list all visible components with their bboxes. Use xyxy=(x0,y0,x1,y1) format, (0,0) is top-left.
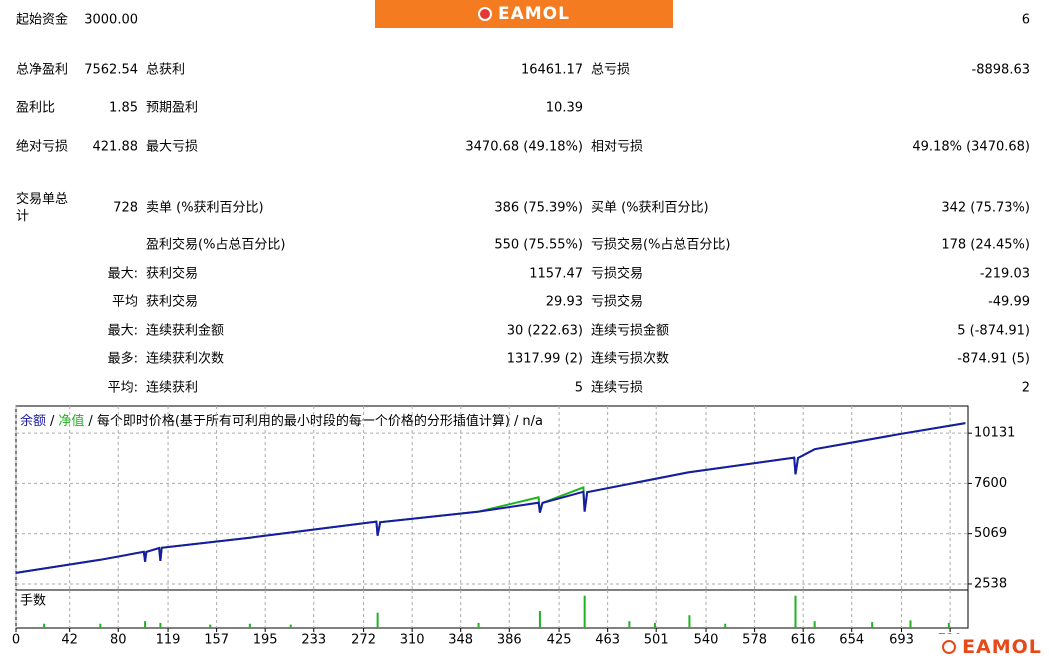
stat-label: 绝对亏损 xyxy=(16,139,69,155)
stat-value: 1157.47 xyxy=(529,266,583,282)
stat-value: 6 xyxy=(1021,12,1030,28)
x-tick-label: 195 xyxy=(253,633,278,648)
x-tick-label: 463 xyxy=(595,633,620,648)
stat-value: 342 (75.73%) xyxy=(941,200,1030,216)
x-tick-label: 42 xyxy=(61,633,78,648)
x-tick-label: 310 xyxy=(400,633,425,648)
x-tick-label: 501 xyxy=(644,633,669,648)
stat-value: 178 (24.45%) xyxy=(941,237,1030,253)
x-tick-label: 540 xyxy=(694,633,719,648)
stat-label: 最大亏损 xyxy=(146,139,199,155)
stat-value: 平均 xyxy=(111,294,138,310)
x-tick-label: 425 xyxy=(547,633,572,648)
stat-value: 30 (222.63) xyxy=(506,323,583,339)
stat-value: -219.03 xyxy=(979,266,1030,282)
stat-value: 3000.00 xyxy=(84,12,138,28)
balance-line xyxy=(15,422,966,574)
logo: EAMOL xyxy=(938,634,1046,660)
stat-label: 连续亏损 xyxy=(591,380,644,396)
stat-value: 421.88 xyxy=(92,139,139,155)
stat-label: 相对亏损 xyxy=(591,139,644,155)
y-tick-label: 2538 xyxy=(974,576,1007,591)
logo: EAMOL xyxy=(375,0,673,28)
stat-label: 连续获利金额 xyxy=(146,323,225,339)
x-tick-label: 0 xyxy=(12,633,20,648)
stat-value: 最多: xyxy=(107,351,138,367)
stat-label: 盈利比 xyxy=(16,100,56,116)
stat-label: 连续亏损金额 xyxy=(591,323,670,339)
x-tick-label: 348 xyxy=(448,633,473,648)
stat-label: 获利交易 xyxy=(146,266,199,282)
legend-sep: / xyxy=(514,414,519,429)
stat-value: -874.91 (5) xyxy=(957,351,1030,367)
stat-value: 5 xyxy=(574,380,583,396)
x-tick-label: 693 xyxy=(889,633,914,648)
stat-value: 1.85 xyxy=(109,100,138,116)
legend-mode: 每个即时价格(基于所有可利用的最小时段的每一个价格的分形插值计算) xyxy=(97,413,510,429)
x-tick-label: 654 xyxy=(839,633,864,648)
stat-value: 728 xyxy=(113,200,138,216)
logo-text: EAMOL xyxy=(498,4,570,24)
stat-value: 550 (75.55%) xyxy=(494,237,583,253)
stat-label: 预期盈利 xyxy=(146,100,199,116)
stat-value: 1317.99 (2) xyxy=(506,351,583,367)
stat-label: 盈利交易(%占总百分比) xyxy=(146,237,286,253)
stat-value: 5 (-874.91) xyxy=(957,323,1030,339)
stat-label: 起始资金 xyxy=(16,12,69,28)
x-tick-label: 272 xyxy=(351,633,376,648)
legend-na: n/a xyxy=(522,414,543,429)
y-tick-label: 7600 xyxy=(974,476,1007,491)
stat-label: 总净盈利 xyxy=(16,62,69,78)
stat-value: 最大: xyxy=(107,266,138,282)
stat-value: 7562.54 xyxy=(84,62,138,78)
legend: 余额 / 净值 / 每个即时价格(基于所有可利用的最小时段的每一个价格的分形插值计算) /… xyxy=(20,413,543,429)
stat-value: 29.93 xyxy=(545,294,583,310)
stat-label: 总亏损 xyxy=(591,62,631,78)
stat-label: 总获利 xyxy=(146,62,186,78)
legend-sep: / xyxy=(88,414,93,429)
y-tick-label: 5069 xyxy=(974,526,1007,541)
logo-text: EAMOL xyxy=(962,636,1042,658)
stat-value: -49.99 xyxy=(988,294,1030,310)
stat-label: 亏损交易 xyxy=(591,294,644,310)
stat-label: 买单 (%获利百分比) xyxy=(591,200,709,216)
stat-value: 10.39 xyxy=(545,100,583,116)
stat-label: 连续获利次数 xyxy=(146,351,225,367)
stat-value: 16461.17 xyxy=(520,62,583,78)
legend-balance: 余额 xyxy=(20,413,46,429)
stat-value: 平均: xyxy=(107,380,138,396)
stat-value: 3470.68 (49.18%) xyxy=(465,139,583,155)
stat-value: 2 xyxy=(1021,380,1030,396)
y-tick-label: 10131 xyxy=(974,426,1015,441)
stat-value: -8898.63 xyxy=(971,62,1030,78)
stat-label: 亏损交易(%占总百分比) xyxy=(591,237,731,253)
stat-label: 亏损交易 xyxy=(591,266,644,282)
stat-label: 连续亏损次数 xyxy=(591,351,670,367)
x-tick-label: 386 xyxy=(497,633,522,648)
stat-value: 386 (75.39%) xyxy=(494,200,583,216)
x-tick-label: 578 xyxy=(742,633,767,648)
stat-label: 卖单 (%获利百分比) xyxy=(146,200,264,216)
stat-label: 获利交易 xyxy=(146,294,199,310)
x-tick-label: 616 xyxy=(791,633,816,648)
stat-label: 连续获利 xyxy=(146,380,199,396)
stat-label: 交易单总计 xyxy=(16,192,69,224)
stat-value: 49.18% (3470.68) xyxy=(912,139,1030,155)
legend-sep: / xyxy=(50,414,55,429)
legend-equity: 净值 xyxy=(58,413,84,429)
x-tick-label: 80 xyxy=(110,633,127,648)
x-tick-label: 157 xyxy=(204,633,229,648)
stat-value: 最大: xyxy=(107,323,138,339)
x-tick-label: 119 xyxy=(156,633,181,648)
chart-frame xyxy=(15,405,969,629)
x-tick-label: 233 xyxy=(301,633,326,648)
volume-title: 手数 xyxy=(20,594,46,609)
